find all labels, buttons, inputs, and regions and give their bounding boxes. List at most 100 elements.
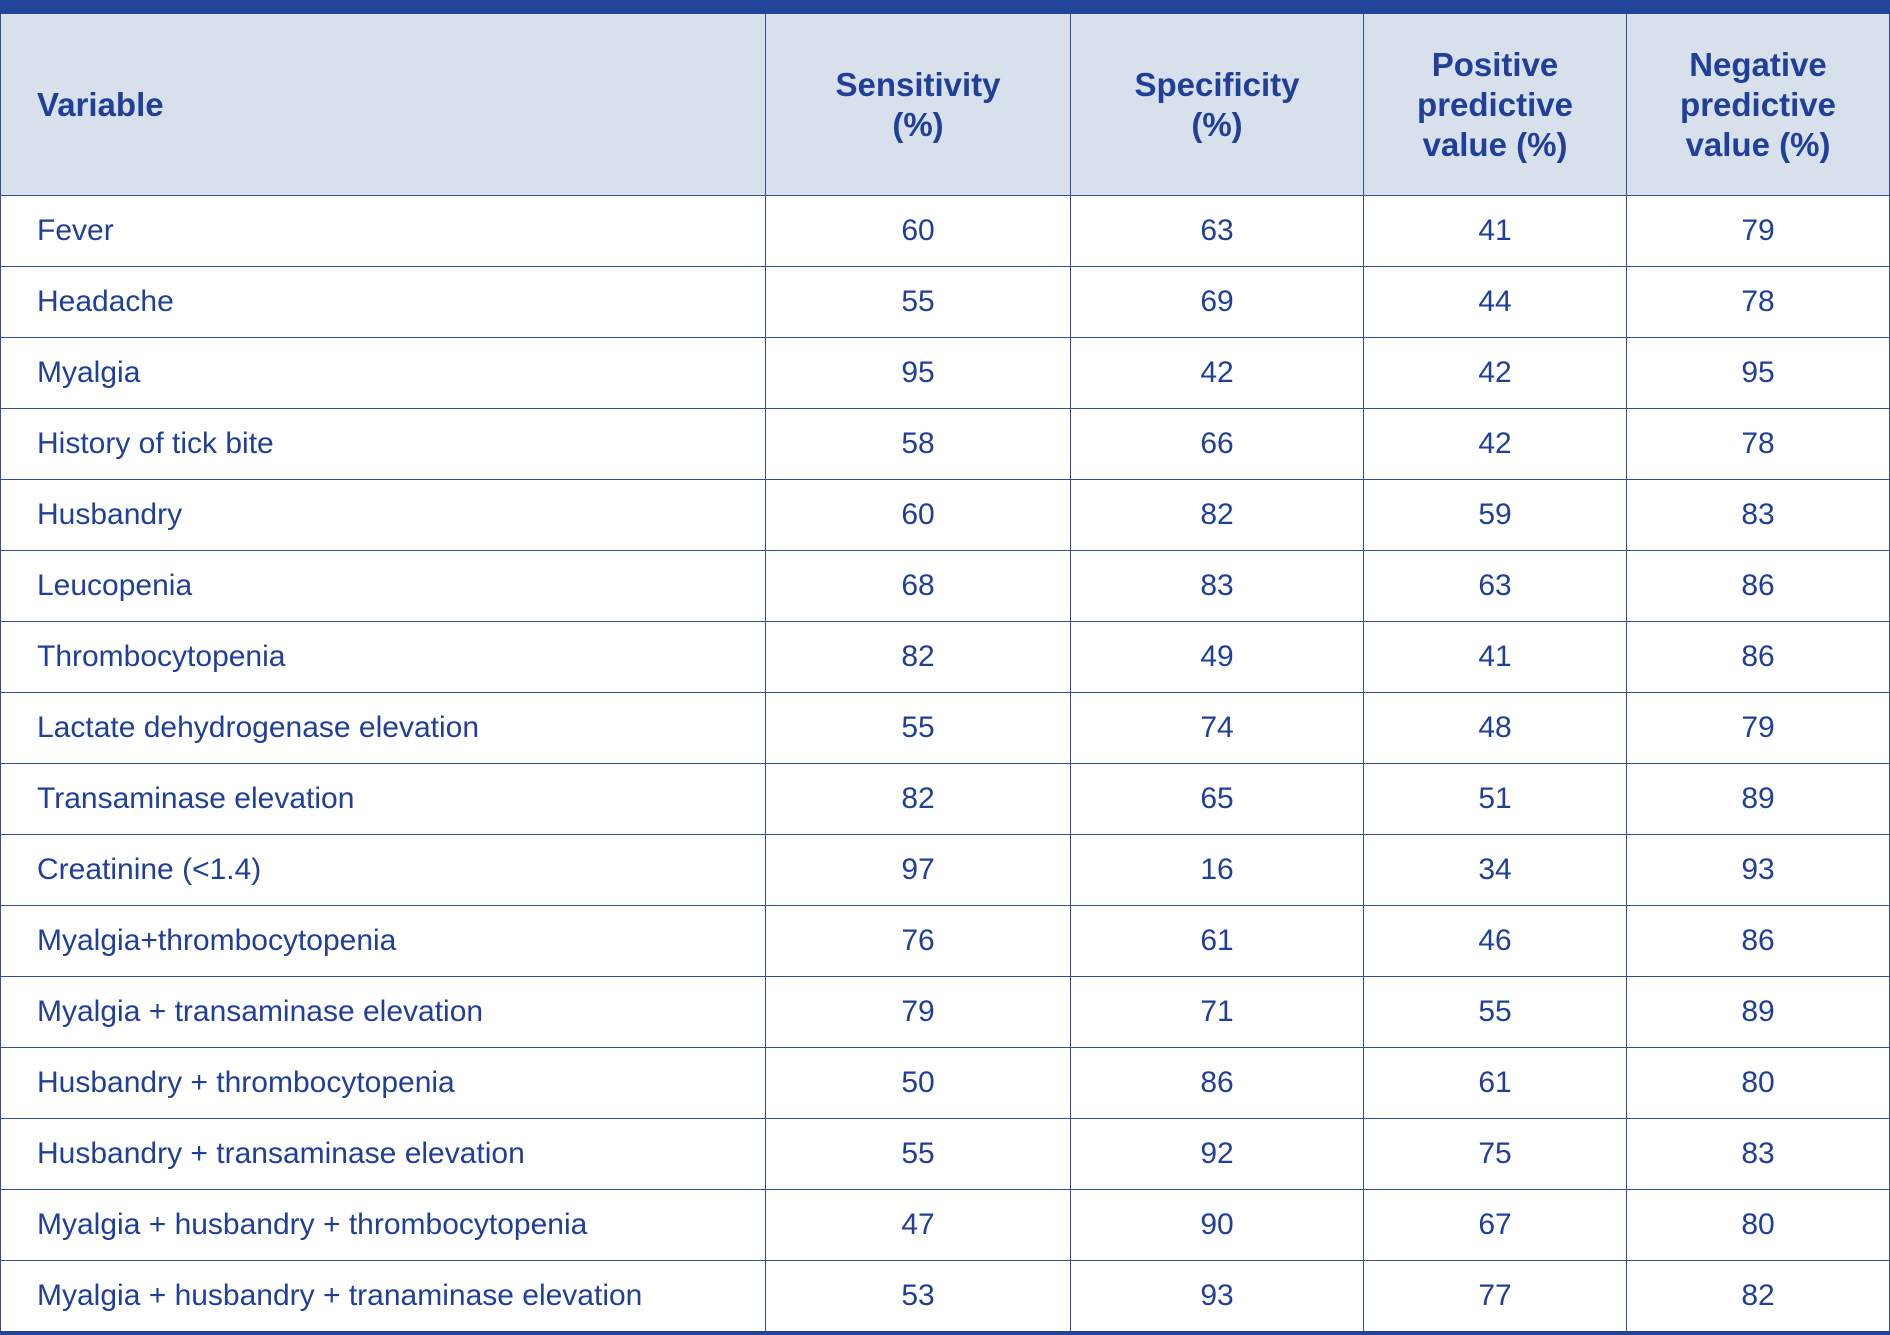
table-row: Leucopenia 68 83 63 86	[0, 550, 1890, 622]
ppv-cell: 63	[1363, 550, 1627, 622]
specificity-cell: 49	[1070, 621, 1364, 693]
variable-cell: Myalgia	[0, 337, 766, 409]
sensitivity-cell: 68	[765, 550, 1071, 622]
ppv-cell: 48	[1363, 692, 1627, 764]
table-row: Headache 55 69 44 78	[0, 266, 1890, 338]
table-row: Husbandry 60 82 59 83	[0, 479, 1890, 551]
npv-cell: 86	[1626, 550, 1890, 622]
npv-cell: 83	[1626, 1118, 1890, 1190]
npv-cell: 82	[1626, 1260, 1890, 1335]
table-row: Myalgia 95 42 42 95	[0, 337, 1890, 409]
sensitivity-cell: 55	[765, 692, 1071, 764]
table-body: Fever 60 63 41 79 Headache 55 69 44 78 Myalgia 95 42…	[0, 195, 1890, 1335]
variable-cell: Husbandry + transaminase elevation	[0, 1118, 766, 1190]
npv-cell: 95	[1626, 337, 1890, 409]
table-row: Husbandry + transaminase elevation 55 92 75…	[0, 1118, 1890, 1190]
header-sensitivity: Sensitivity (%)	[765, 14, 1071, 196]
sensitivity-cell: 76	[765, 905, 1071, 977]
ppv-cell: 34	[1363, 834, 1627, 906]
npv-cell: 89	[1626, 976, 1890, 1048]
ppv-cell: 61	[1363, 1047, 1627, 1119]
sensitivity-cell: 60	[765, 195, 1071, 267]
table-row: Myalgia + husbandry + thrombocytopenia 47…	[0, 1189, 1890, 1261]
specificity-cell: 74	[1070, 692, 1364, 764]
ppv-cell: 59	[1363, 479, 1627, 551]
table-header: Variable Sensitivity (%) Specificity (%)…	[0, 14, 1890, 196]
specificity-cell: 71	[1070, 976, 1364, 1048]
specificity-cell: 93	[1070, 1260, 1364, 1335]
table-row: History of tick bite 58 66 42 78	[0, 408, 1890, 480]
ppv-cell: 77	[1363, 1260, 1627, 1335]
sensitivity-cell: 55	[765, 1118, 1071, 1190]
header-ppv: Positive predictive value (%)	[1363, 14, 1627, 196]
sensitivity-cell: 82	[765, 763, 1071, 835]
sensitivity-cell: 50	[765, 1047, 1071, 1119]
specificity-cell: 61	[1070, 905, 1364, 977]
diagnostic-accuracy-table: Variable Sensitivity (%) Specificity (%)…	[0, 14, 1890, 1335]
variable-cell: Headache	[0, 266, 766, 338]
variable-cell: Fever	[0, 195, 766, 267]
npv-cell: 78	[1626, 408, 1890, 480]
variable-cell: Thrombocytopenia	[0, 621, 766, 693]
header-row: Variable Sensitivity (%) Specificity (%)…	[0, 14, 1890, 196]
npv-cell: 86	[1626, 621, 1890, 693]
ppv-cell: 55	[1363, 976, 1627, 1048]
sensitivity-cell: 60	[765, 479, 1071, 551]
sensitivity-cell: 53	[765, 1260, 1071, 1335]
table-row: Creatinine (<1.4) 97 16 34 93	[0, 834, 1890, 906]
variable-cell: Lactate dehydrogenase elevation	[0, 692, 766, 764]
specificity-cell: 90	[1070, 1189, 1364, 1261]
sensitivity-cell: 97	[765, 834, 1071, 906]
npv-cell: 89	[1626, 763, 1890, 835]
npv-cell: 83	[1626, 479, 1890, 551]
specificity-cell: 69	[1070, 266, 1364, 338]
variable-cell: Creatinine (<1.4)	[0, 834, 766, 906]
variable-cell: Myalgia+thrombocytopenia	[0, 905, 766, 977]
sensitivity-cell: 47	[765, 1189, 1071, 1261]
header-specificity: Specificity (%)	[1070, 14, 1364, 196]
table-row: Fever 60 63 41 79	[0, 195, 1890, 267]
variable-cell: Husbandry	[0, 479, 766, 551]
specificity-cell: 42	[1070, 337, 1364, 409]
variable-cell: History of tick bite	[0, 408, 766, 480]
ppv-cell: 41	[1363, 195, 1627, 267]
ppv-cell: 46	[1363, 905, 1627, 977]
specificity-cell: 16	[1070, 834, 1364, 906]
specificity-cell: 82	[1070, 479, 1364, 551]
variable-cell: Husbandry + thrombocytopenia	[0, 1047, 766, 1119]
ppv-cell: 42	[1363, 337, 1627, 409]
npv-cell: 78	[1626, 266, 1890, 338]
sensitivity-cell: 79	[765, 976, 1071, 1048]
sensitivity-cell: 95	[765, 337, 1071, 409]
specificity-cell: 63	[1070, 195, 1364, 267]
ppv-cell: 44	[1363, 266, 1627, 338]
ppv-cell: 67	[1363, 1189, 1627, 1261]
variable-cell: Myalgia + transaminase elevation	[0, 976, 766, 1048]
specificity-cell: 83	[1070, 550, 1364, 622]
variable-cell: Transaminase elevation	[0, 763, 766, 835]
ppv-cell: 51	[1363, 763, 1627, 835]
sensitivity-cell: 55	[765, 266, 1071, 338]
sensitivity-cell: 82	[765, 621, 1071, 693]
ppv-cell: 42	[1363, 408, 1627, 480]
npv-cell: 80	[1626, 1047, 1890, 1119]
npv-cell: 79	[1626, 692, 1890, 764]
table-row: Husbandry + thrombocytopenia 50 86 61 80	[0, 1047, 1890, 1119]
table-row: Thrombocytopenia 82 49 41 86	[0, 621, 1890, 693]
table-row: Myalgia+thrombocytopenia 76 61 46 86	[0, 905, 1890, 977]
npv-cell: 93	[1626, 834, 1890, 906]
npv-cell: 79	[1626, 195, 1890, 267]
sensitivity-cell: 58	[765, 408, 1071, 480]
variable-cell: Leucopenia	[0, 550, 766, 622]
ppv-cell: 41	[1363, 621, 1627, 693]
specificity-cell: 65	[1070, 763, 1364, 835]
variable-cell: Myalgia + husbandry + thrombocytopenia	[0, 1189, 766, 1261]
table-row: Lactate dehydrogenase elevation 55 74 48 79	[0, 692, 1890, 764]
specificity-cell: 66	[1070, 408, 1364, 480]
npv-cell: 86	[1626, 905, 1890, 977]
header-variable: Variable	[0, 14, 766, 196]
specificity-cell: 92	[1070, 1118, 1364, 1190]
specificity-cell: 86	[1070, 1047, 1364, 1119]
npv-cell: 80	[1626, 1189, 1890, 1261]
table-row: Transaminase elevation 82 65 51 89	[0, 763, 1890, 835]
